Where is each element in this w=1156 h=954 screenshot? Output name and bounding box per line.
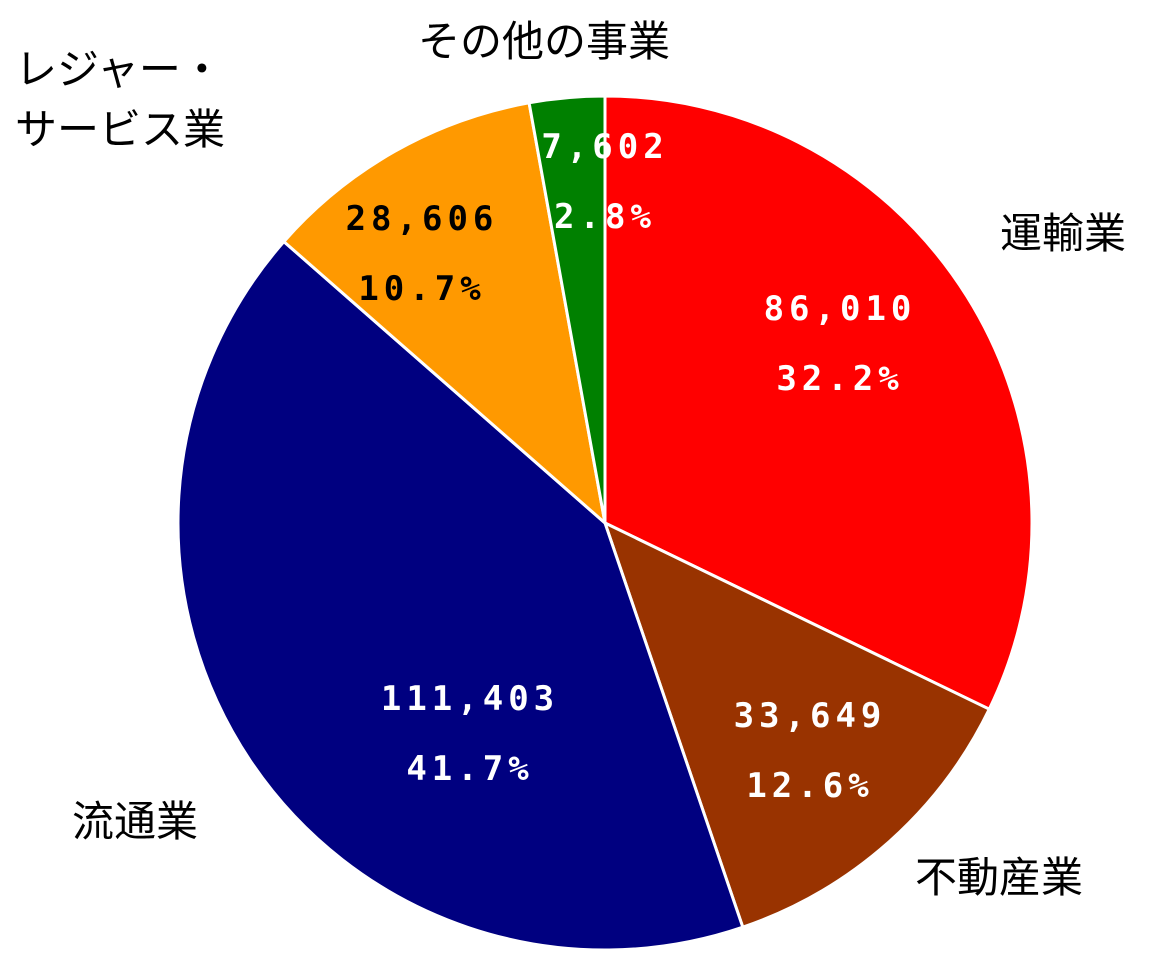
pie-slice bbox=[176, 239, 745, 952]
value-label: 86,010 bbox=[764, 289, 917, 329]
pie-slice bbox=[281, 101, 608, 527]
value-label: 111,403 bbox=[381, 679, 559, 719]
pie-slice bbox=[527, 94, 607, 524]
percent-label: 2.8% bbox=[554, 197, 656, 237]
percent-label: 32.2% bbox=[776, 359, 903, 399]
pie-slice bbox=[603, 94, 1034, 712]
category-label: 不動産業 bbox=[915, 853, 1084, 902]
category-label: 運輸業 bbox=[1000, 209, 1127, 258]
category-label: レジャー・ サービス業 bbox=[15, 45, 226, 154]
percent-label: 41.7% bbox=[406, 749, 533, 789]
pie-slice bbox=[602, 520, 992, 930]
value-label: 7,602 bbox=[541, 127, 668, 167]
category-label: その他の事業 bbox=[418, 17, 671, 66]
percent-label: 10.7% bbox=[358, 269, 485, 309]
value-label: 33,649 bbox=[734, 696, 887, 736]
category-label: 流通業 bbox=[72, 797, 199, 846]
value-label: 28,606 bbox=[346, 199, 499, 239]
percent-label: 12.6% bbox=[746, 766, 873, 806]
